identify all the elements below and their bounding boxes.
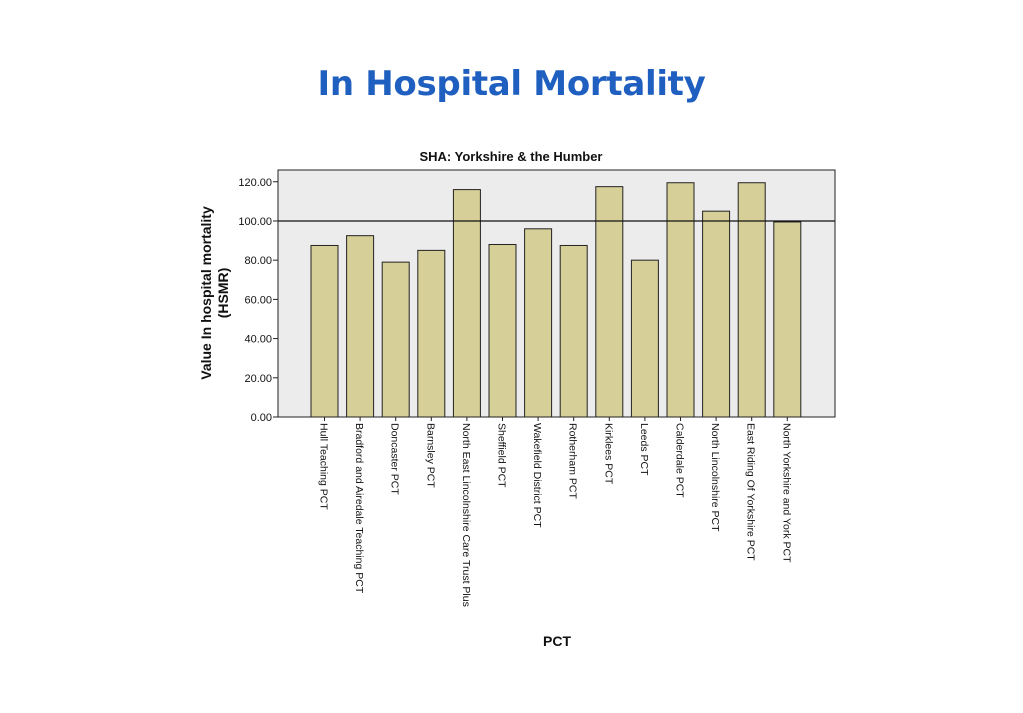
bar [488,243,517,418]
bar [346,235,375,418]
y-tick-label: 60.00 [244,294,272,306]
x-tick-label: Hull Teaching PCT [318,423,330,510]
y-tick-label: 80.00 [244,255,272,267]
bar [773,221,802,418]
bar [666,182,695,418]
y-tick-label: 40.00 [244,334,272,346]
y-axis-label-line1: Value In hospital mortality [198,206,214,380]
x-tick-label: Leeds PCT [638,423,650,476]
y-tick-label: 20.00 [244,373,272,385]
bar [381,261,410,418]
y-tick-label: 100.00 [238,216,272,228]
plot-area: 0.00 20.00 40.00 60.00 80.00 100.00 120.00 Hull… [238,169,836,607]
x-tick-label: Sheffield PCT [496,423,508,488]
x-tick-label: East Riding Of Yorkshire PCT [745,423,757,561]
y-tick-label: 120.00 [238,177,272,189]
x-axis-label: PCT [543,633,571,649]
x-tick-label: North Yorkshire and York PCT [780,423,792,563]
x-tick-label: Barnsley PCT [424,423,436,488]
y-tick-label: 0.00 [251,412,272,424]
x-tick-label: Calderdale PCT [674,423,686,498]
x-tick-label: Bradford and Airedale Teaching PCT [353,423,365,594]
bar [737,182,766,418]
chart-title: SHA: Yorkshire & the Humber [419,149,602,164]
plot-frame [277,169,836,418]
x-tick-label: Kirklees PCT [602,423,614,485]
y-axis-label-line2: (HSMR) [215,268,231,319]
bar [702,210,731,418]
bar [630,259,659,418]
x-tick-label: Doncaster PCT [389,423,401,495]
bar [310,244,339,418]
x-tick-label: Rotherham PCT [567,423,579,499]
x-tick-label: North East Lincolnshire Care Trust Plus [460,423,472,607]
bar [452,189,481,418]
bar [524,228,553,418]
bar [559,244,588,418]
slide-title: In Hospital Mortality [317,64,706,104]
x-tick-label: Wakefield District PCT [531,423,543,528]
x-tick-label: North Lincolnshire PCT [709,423,721,532]
bar [595,186,624,418]
bar [417,249,446,418]
